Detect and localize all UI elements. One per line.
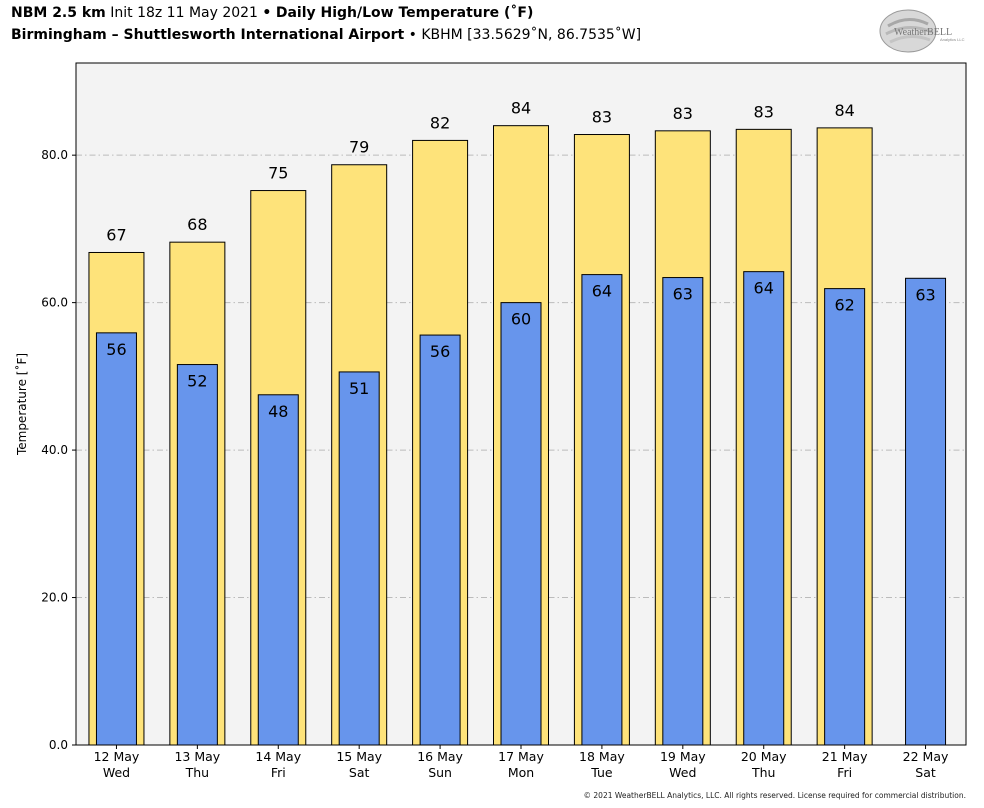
x-tick-label-date: 20 May [741,749,787,764]
low-temp-bar [176,364,218,746]
low-temp-bar [338,371,380,746]
low-temp-bar [662,277,704,746]
low-temp-label: 52 [187,372,207,391]
x-tick-label-date: 21 May [822,749,868,764]
x-tick-label-date: 13 May [174,749,220,764]
high-temp-label: 83 [754,102,774,121]
high-temp-label: 83 [673,104,693,123]
low-temp-label: 64 [754,279,774,298]
plot-frame [75,62,967,746]
low-temp-label: 62 [834,296,854,315]
low-temp-bar [824,288,866,746]
x-tick-label-day: Tue [590,765,613,780]
low-temp-label: 63 [915,285,935,304]
x-tick-label-day: Sun [428,765,452,780]
high-temp-label: 84 [511,99,531,118]
high-temp-label: 79 [349,138,369,157]
low-temp-bar [95,332,137,746]
product-name: Daily High/Low Temperature (˚F) [275,5,534,21]
x-tick-label-day: Wed [669,765,696,780]
high-temp-label: 82 [430,113,450,132]
logo-text: WeatherBELL [894,27,952,38]
x-tick-label-day: Fri [837,765,852,780]
x-tick-label-date: 17 May [498,749,544,764]
low-temp-bar [743,271,785,746]
x-tick-label-date: 22 May [903,749,949,764]
x-tick-label-date: 12 May [94,749,140,764]
title-bullet-2: • [408,27,417,43]
low-temp-label: 60 [511,310,531,329]
copyright-text: © 2021 WeatherBELL Analytics, LLC. All r… [583,791,966,800]
y-axis-label: Temperature [˚F] [14,353,29,456]
y-tick-label: 0.0 [49,738,68,752]
high-temp-label: 67 [106,225,126,244]
init-time: Init 18z 11 May 2021 [110,5,258,21]
y-tick-label: 20.0 [41,591,68,605]
low-temp-bar [419,334,461,746]
high-temp-label: 84 [834,101,854,120]
station-name: Birmingham – Shuttlesworth International… [11,27,405,43]
logo-subtext: Analytics LLC [940,37,965,42]
low-temp-label: 56 [430,342,450,361]
x-tick-label-day: Mon [508,765,534,780]
high-temp-label: 83 [592,108,612,127]
x-tick-label-day: Thu [185,765,209,780]
y-tick-label: 60.0 [41,296,68,310]
x-tick-label-date: 16 May [417,749,463,764]
value-labels-layer: 67 56 68 52 75 48 79 51 82 56 84 60 83 64 83 63 83 64 84 62… [106,99,935,421]
chart-title-line-2: Birmingham – Shuttlesworth International… [11,27,641,43]
x-tick-label-date: 19 May [660,749,706,764]
title-bullet: • [262,5,272,21]
y-tick-label: 40.0 [41,443,68,457]
x-tick-label-day: Wed [103,765,130,780]
low-temp-bar [581,274,623,746]
low-temp-label: 48 [268,402,288,421]
low-temp-label: 63 [673,285,693,304]
low-temp-bar [500,302,542,746]
chart-title-line-1: NBM 2.5 km Init 18z 11 May 2021 • Daily … [11,5,533,21]
low-temp-bar [905,277,947,746]
low-temp-label: 64 [592,282,612,301]
x-tick-label-date: 15 May [336,749,382,764]
station-code: KBHM [33.5629˚N, 86.7535˚W] [421,27,642,43]
x-tick-label-day: Thu [751,765,775,780]
high-temp-label: 75 [268,164,288,183]
x-tick-label-day: Fri [271,765,286,780]
high-temp-label: 68 [187,215,207,234]
x-tick-label-date: 14 May [255,749,301,764]
model-name: NBM 2.5 km [11,5,106,21]
low-temp-label: 56 [106,340,126,359]
x-tick-label-date: 18 May [579,749,625,764]
weatherbell-logo: WeatherBELL Analytics LLC [879,9,965,53]
low-temp-label: 51 [349,379,369,398]
x-tick-label-day: Sat [349,765,370,780]
low-temp-bar [257,394,299,746]
y-tick-label: 80.0 [41,148,68,162]
x-tick-label-day: Sat [915,765,936,780]
